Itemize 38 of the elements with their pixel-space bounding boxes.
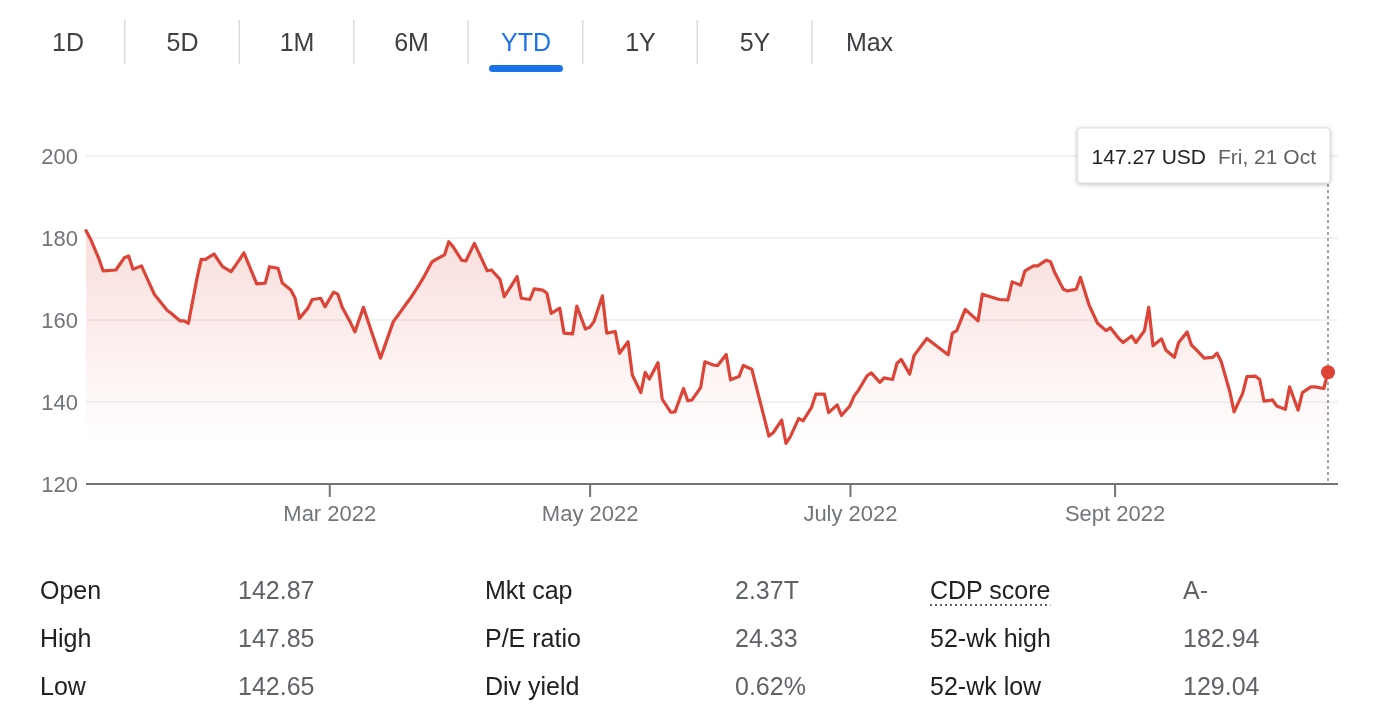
- y-tick-label: 140: [41, 389, 78, 415]
- text: 142.87: [238, 576, 315, 604]
- text: 0.62%: [735, 672, 806, 700]
- text: 129.04: [1183, 672, 1260, 700]
- text: 1M: [279, 28, 315, 56]
- text: 6M: [394, 28, 429, 56]
- text: Div yield: [485, 672, 580, 700]
- tooltip: 147.27 USD Fri, 21 Oct: [1077, 127, 1331, 184]
- y-tick-label: 160: [41, 307, 78, 333]
- text: 5D: [166, 28, 199, 56]
- text: 52-wk high: [930, 624, 1051, 652]
- text: Open: [40, 576, 102, 604]
- text: 147.85: [238, 624, 315, 652]
- text: YTD: [501, 28, 551, 56]
- y-tick-label: 120: [41, 471, 78, 497]
- text: P/E ratio: [485, 624, 581, 652]
- text: Max: [845, 28, 894, 56]
- x-tick-label: May 2022: [541, 500, 639, 526]
- text: 1D: [52, 28, 84, 56]
- text: 1Y: [625, 28, 657, 56]
- text: 52-wk low: [930, 672, 1043, 700]
- text: Mkt cap: [485, 576, 573, 604]
- y-tick-label: 200: [41, 143, 78, 169]
- annotation: 147.27 USD: [1091, 145, 1206, 168]
- text: 2.37T: [735, 576, 799, 604]
- y-tick-label: 180: [41, 225, 78, 251]
- text: 5Y: [739, 28, 771, 56]
- text: Low: [40, 672, 87, 700]
- text: High: [40, 624, 92, 652]
- annotation: Fri, 21 Oct: [1217, 145, 1317, 168]
- text: 142.65: [238, 672, 315, 700]
- x-tick-label: July 2022: [803, 500, 898, 526]
- text: 24.33: [735, 624, 798, 652]
- x-tick-label: Mar 2022: [283, 500, 377, 526]
- text: A-: [1183, 576, 1208, 604]
- text: 182.94: [1183, 624, 1260, 652]
- x-tick-label: Sept 2022: [1064, 500, 1166, 526]
- text: CDP score: [930, 576, 1051, 604]
